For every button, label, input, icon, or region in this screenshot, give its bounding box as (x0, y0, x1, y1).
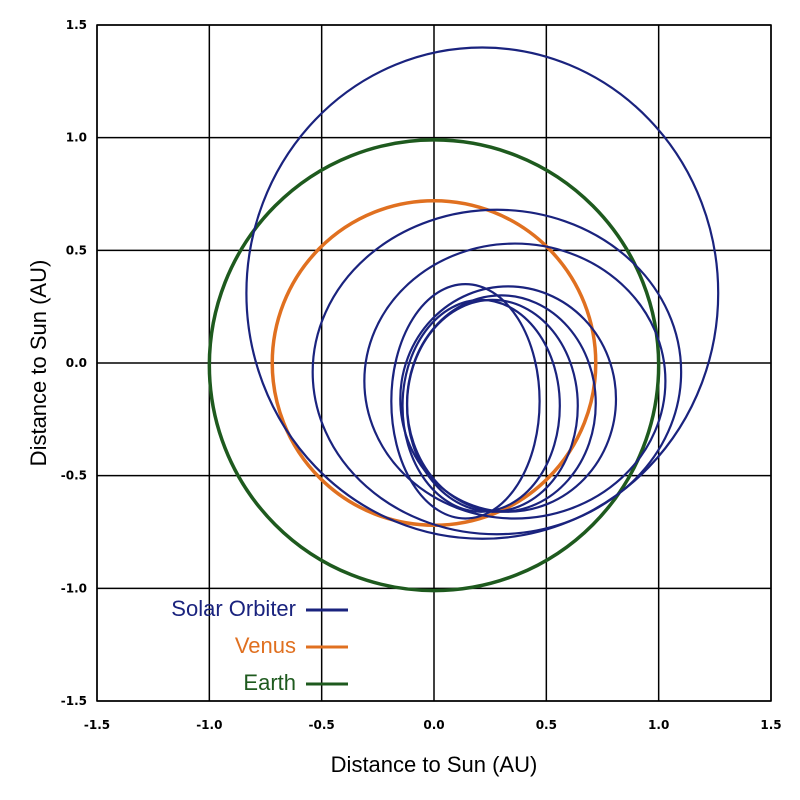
earth-orbit (207, 138, 661, 593)
y-tick-label: 1.0 (66, 131, 87, 145)
plot-frame (96, 24, 772, 702)
y-tick-label: -1.0 (61, 581, 87, 595)
y-tick-label: 0.0 (66, 356, 87, 370)
x-tick-labels: -1.5 -1.0 -0.5 0.0 0.5 1.0 1.5 (84, 718, 782, 732)
x-tick-label: -1.5 (84, 718, 110, 732)
y-tick-label: 1.5 (66, 18, 87, 32)
x-tick-label: 1.0 (648, 718, 669, 732)
legend-label-solar-orbiter: Solar Orbiter (171, 596, 296, 621)
y-tick-labels: -1.5 -1.0 -0.5 0.0 0.5 1.0 1.5 (61, 18, 87, 708)
x-tick-label: 0.5 (536, 718, 557, 732)
solar-orbiter-orbit (405, 298, 579, 513)
y-tick-label: -1.5 (61, 694, 87, 708)
orbits (207, 46, 720, 593)
legend-label-venus: Venus (235, 633, 296, 658)
y-tick-label: -0.5 (61, 469, 87, 483)
solar-orbiter-orbit (311, 208, 683, 536)
solar-orbiter-orbit (401, 298, 561, 513)
y-tick-label: 0.5 (66, 243, 87, 257)
legend: Solar Orbiter Venus Earth (171, 596, 348, 695)
x-axis-label: Distance to Sun (AU) (331, 752, 538, 777)
x-tick-label: -1.0 (196, 718, 222, 732)
legend-label-earth: Earth (243, 670, 296, 695)
solar-orbiter-orbit (363, 242, 667, 520)
y-axis-label: Distance to Sun (AU) (26, 260, 51, 467)
x-tick-label: -0.5 (309, 718, 335, 732)
solar-orbiter-orbit (245, 46, 720, 540)
x-tick-label: 1.5 (760, 718, 781, 732)
x-tick-label: 0.0 (423, 718, 444, 732)
solar-orbiter-orbit (390, 283, 541, 520)
